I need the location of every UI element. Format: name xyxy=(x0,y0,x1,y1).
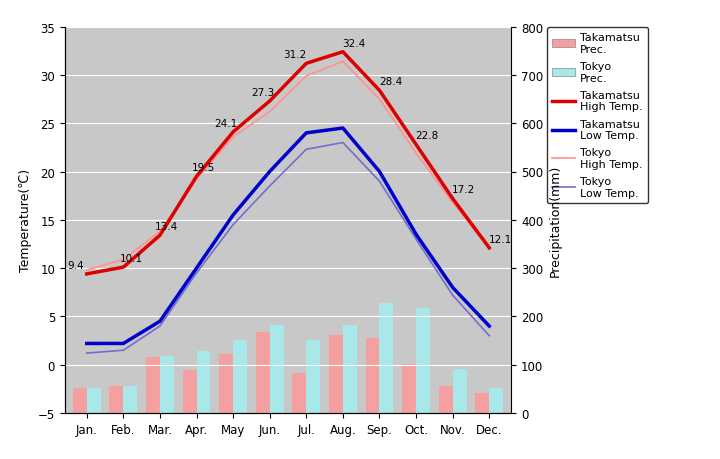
Bar xyxy=(475,393,490,413)
Bar xyxy=(329,335,343,413)
Bar xyxy=(233,340,247,413)
Bar xyxy=(183,371,197,413)
Text: 17.2: 17.2 xyxy=(452,185,475,195)
Bar xyxy=(256,332,270,413)
Y-axis label: Temperature(℃): Temperature(℃) xyxy=(19,169,32,272)
Text: 24.1: 24.1 xyxy=(215,118,238,129)
Text: 32.4: 32.4 xyxy=(343,39,366,49)
Bar xyxy=(438,386,453,413)
Bar xyxy=(146,358,160,413)
Bar xyxy=(343,325,357,413)
Bar xyxy=(160,356,174,413)
Text: 10.1: 10.1 xyxy=(120,253,143,263)
Bar xyxy=(306,340,320,413)
Text: 12.1: 12.1 xyxy=(489,234,512,244)
Bar xyxy=(123,386,138,413)
Bar xyxy=(453,369,467,413)
Legend: Takamatsu
Prec., Tokyo
Prec., Takamatsu
High Temp., Takamatsu
Low Temp., Tokyo
H: Takamatsu Prec., Tokyo Prec., Takamatsu … xyxy=(547,28,648,204)
Text: 13.4: 13.4 xyxy=(156,222,179,232)
Bar xyxy=(366,338,379,413)
Bar xyxy=(490,388,503,413)
Bar xyxy=(416,308,430,413)
Bar xyxy=(219,354,233,413)
Text: 27.3: 27.3 xyxy=(251,88,274,98)
Bar xyxy=(379,303,393,413)
Text: 9.4: 9.4 xyxy=(68,260,84,270)
Bar xyxy=(109,386,123,413)
Bar xyxy=(86,388,101,413)
Text: 22.8: 22.8 xyxy=(415,131,438,141)
Y-axis label: Precipitation(mm): Precipitation(mm) xyxy=(549,164,562,276)
Bar xyxy=(73,388,86,413)
Text: 19.5: 19.5 xyxy=(192,163,215,173)
Bar xyxy=(402,364,416,413)
Text: 31.2: 31.2 xyxy=(284,50,307,60)
Bar xyxy=(292,374,306,413)
Bar xyxy=(270,325,284,413)
Text: 28.4: 28.4 xyxy=(379,77,402,87)
Bar xyxy=(197,352,210,413)
